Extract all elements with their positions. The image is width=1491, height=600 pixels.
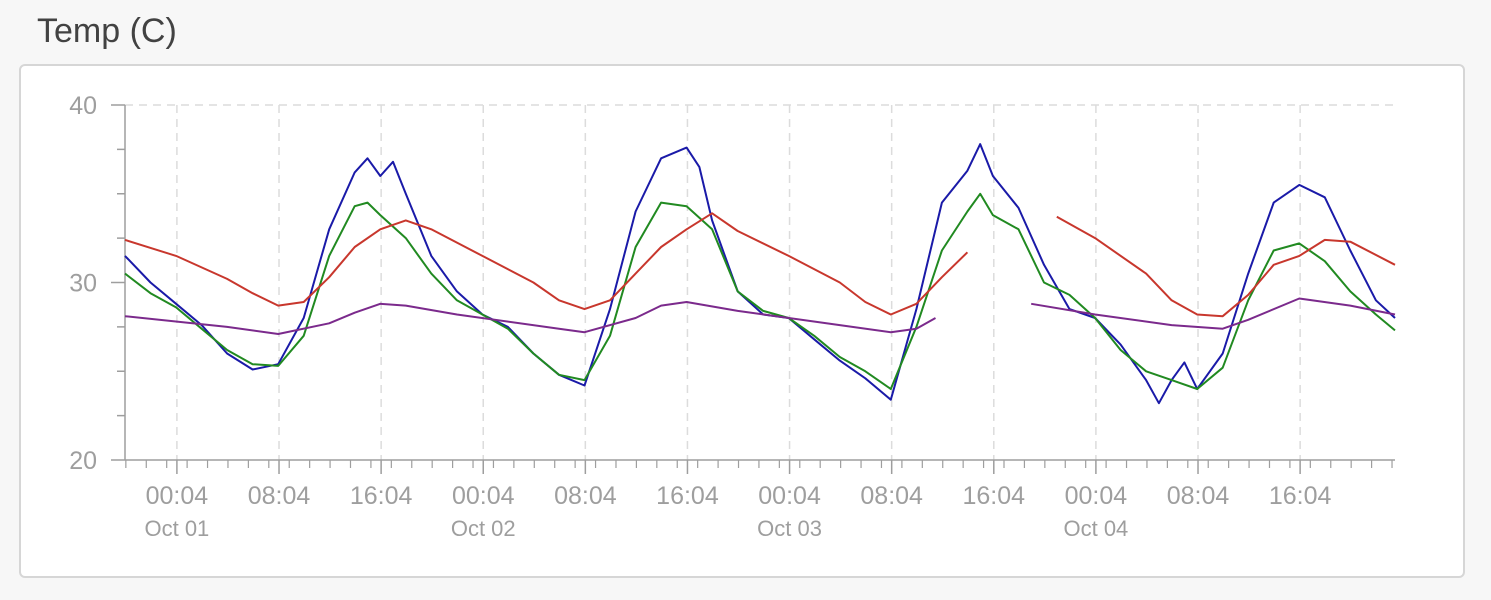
x-tick-label: 16:04	[1269, 482, 1332, 510]
chart-labels: 20 30 40 00:04 Oct 01 08:04 16:04 00:04 Oct 02 08…	[69, 92, 1331, 541]
series-line-3	[124, 212, 1396, 318]
x-tick-label: 00:04	[1065, 482, 1128, 510]
chart-card	[19, 64, 1465, 578]
page-title: Temp (C)	[37, 12, 177, 50]
y-tick-label: 20	[69, 447, 97, 475]
series-line-4	[124, 297, 1396, 335]
series-line-2	[124, 192, 1396, 390]
x-tick-label: 00:04	[146, 482, 209, 510]
chart-series	[124, 143, 1396, 405]
chart-grid	[125, 104, 1395, 460]
x-date-label: Oct 02	[451, 516, 516, 541]
x-tick-label: 08:04	[554, 482, 617, 510]
x-tick-label: 08:04	[248, 482, 311, 510]
chart-axes	[111, 104, 1395, 474]
x-date-label: Oct 03	[757, 516, 822, 541]
y-tick-label: 40	[69, 92, 97, 120]
x-tick-label: 00:04	[758, 482, 821, 510]
x-tick-label: 00:04	[452, 482, 515, 510]
x-tick-label: 08:04	[1167, 482, 1230, 510]
x-tick-label: 16:04	[656, 482, 719, 510]
series-line-1	[124, 143, 1396, 405]
x-tick-label: 16:04	[350, 482, 413, 510]
x-tick-label: 08:04	[860, 482, 923, 510]
y-tick-label: 30	[69, 270, 97, 298]
x-tick-label: 16:04	[963, 482, 1026, 510]
x-date-label: Oct 01	[144, 516, 209, 541]
x-date-label: Oct 04	[1063, 516, 1128, 541]
